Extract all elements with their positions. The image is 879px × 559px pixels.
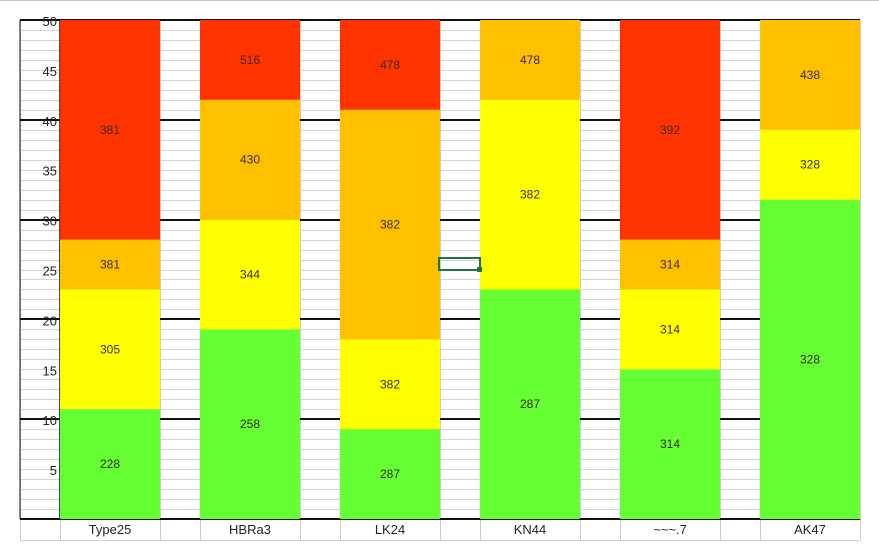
bar-segment-green — [480, 289, 580, 519]
y-tick-label: 10 — [43, 413, 57, 428]
bar-segment-red — [60, 20, 160, 240]
segment-value-label: 287 — [520, 397, 540, 411]
segment-value-label: 392 — [660, 123, 680, 137]
segment-value-label: 516 — [240, 53, 260, 67]
y-tick-label: 20 — [43, 313, 57, 328]
segment-value-label: 438 — [800, 68, 820, 82]
segment-value-label: 228 — [100, 457, 120, 471]
category-label: KN44 — [514, 522, 547, 537]
bar-segment-orange — [480, 20, 580, 100]
category-label: LK24 — [375, 522, 405, 537]
bar-segment-orange — [620, 239, 720, 290]
bar-segment-orange — [760, 20, 860, 130]
segment-value-label: 328 — [800, 352, 820, 366]
segment-value-label: 305 — [100, 342, 120, 356]
segment-value-label: 344 — [240, 267, 260, 281]
y-tick-label: 35 — [43, 164, 57, 179]
bar-segment-red — [200, 20, 300, 100]
bar-segment-red — [620, 20, 720, 240]
bar-segment-orange — [340, 109, 440, 340]
segment-value-label: 328 — [800, 158, 820, 172]
segment-value-label: 382 — [380, 218, 400, 232]
segment-value-label: 381 — [100, 258, 120, 272]
segment-value-label: 287 — [380, 467, 400, 481]
y-tick-label: 15 — [43, 363, 57, 378]
category-row: Type25 HBRa3 LK24 KN44 ~~~.7 AK47 — [20, 522, 860, 541]
bar-segment-green — [60, 409, 160, 519]
bar-segment-green — [760, 199, 860, 519]
bar-segment-yellow — [340, 339, 440, 430]
segment-value-label: 478 — [380, 58, 400, 72]
segment-value-label: 258 — [240, 417, 260, 431]
segment-value-label: 314 — [660, 322, 680, 336]
segment-value-label: 314 — [660, 258, 680, 272]
bar-segment-orange — [200, 99, 300, 220]
bar-segment-red — [340, 20, 440, 110]
category-label: HBRa3 — [229, 522, 271, 537]
stacked-bars — [60, 20, 860, 519]
segment-value-label: 381 — [100, 123, 120, 137]
bar-segment-green — [620, 369, 720, 519]
segment-value-label: 382 — [520, 188, 540, 202]
category-label: ~~~.7 — [653, 522, 687, 537]
bar-segment-yellow — [60, 289, 160, 410]
bar-segment-green — [200, 329, 300, 519]
y-tick-label: 5 — [50, 463, 57, 478]
category-label: AK47 — [794, 522, 826, 537]
selection-fill-handle[interactable] — [477, 267, 482, 272]
bar-segment-yellow — [620, 289, 720, 370]
selected-cell[interactable] — [438, 257, 481, 271]
segment-value-label: 430 — [240, 153, 260, 167]
segment-value-label: 382 — [380, 377, 400, 391]
bar-segment-yellow — [480, 99, 580, 290]
y-tick-label: 45 — [43, 64, 57, 79]
bar-segment-yellow — [760, 129, 860, 200]
segment-labels: 228 305 381 381 258 344 430 516 287 382 382 478 287 3… — [100, 53, 820, 481]
y-tick-label: 30 — [43, 214, 57, 229]
bar-segment-yellow — [200, 219, 300, 330]
y-tick-label: 50 — [43, 14, 57, 29]
category-label: Type25 — [89, 522, 132, 537]
bar-segment-orange — [60, 239, 160, 290]
segment-value-label: 478 — [520, 53, 540, 67]
segment-value-label: 314 — [660, 437, 680, 451]
bar-segment-green — [340, 429, 440, 519]
y-tick-label: 25 — [43, 264, 57, 279]
y-axis: 5 10 15 20 25 30 35 40 45 50 — [43, 14, 57, 478]
y-tick-label: 40 — [43, 114, 57, 129]
